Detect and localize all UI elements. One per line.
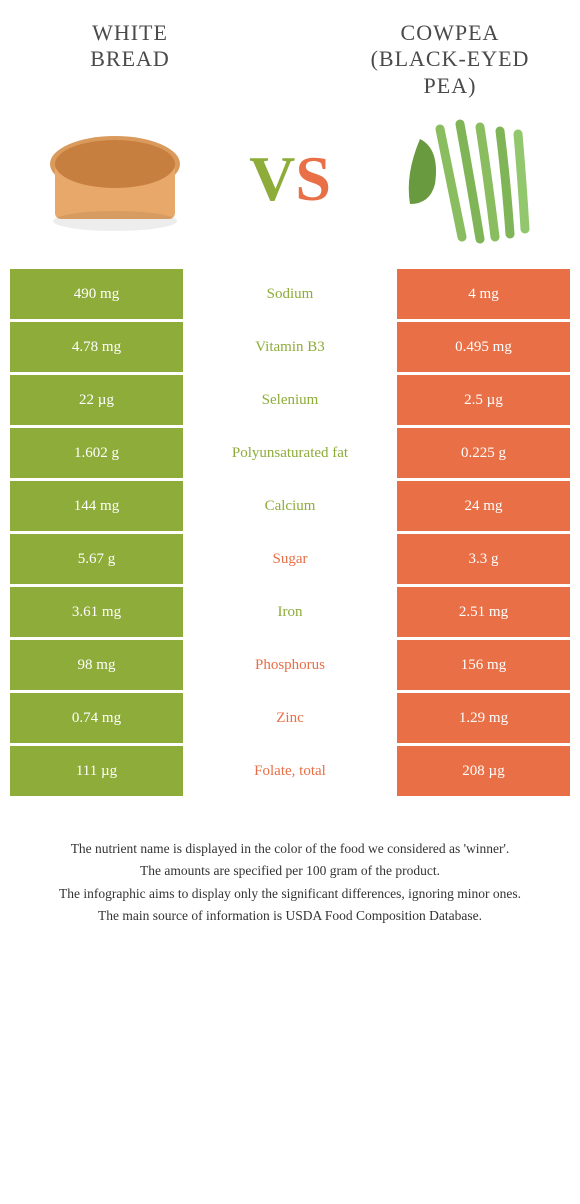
nutrient-row: 98 mgPhosphorus156 mg [10,640,570,690]
nutrient-row: 4.78 mgVitamin B30.495 mg [10,322,570,372]
right-title-block: COWPEA (BLACK-EYED PEA) [350,20,550,99]
bread-icon [30,109,200,249]
header: WHITE BREAD COWPEA (BLACK-EYED PEA) [0,0,580,99]
nutrient-row: 0.74 mgZinc1.29 mg [10,693,570,743]
nutrient-row: 1.602 gPolyunsaturated fat0.225 g [10,428,570,478]
right-title-line1: COWPEA [350,20,550,46]
right-title-line3: PEA) [350,73,550,99]
footnote-line: The amounts are specified per 100 gram o… [30,861,550,881]
right-value: 0.495 mg [397,322,570,372]
cowpea-image [380,109,550,249]
left-value: 98 mg [10,640,183,690]
images-row: VS [0,99,580,269]
right-value: 24 mg [397,481,570,531]
nutrient-row: 3.61 mgIron2.51 mg [10,587,570,637]
left-value: 490 mg [10,269,183,319]
left-title-line2: BREAD [30,46,230,72]
right-value: 0.225 g [397,428,570,478]
nutrient-row: 490 mgSodium4 mg [10,269,570,319]
vs-s: S [295,143,331,214]
right-value: 156 mg [397,640,570,690]
right-value: 208 µg [397,746,570,796]
right-title-line2: (BLACK-EYED [350,46,550,72]
left-value: 111 µg [10,746,183,796]
left-title-line1: WHITE [30,20,230,46]
left-value: 5.67 g [10,534,183,584]
left-value: 4.78 mg [10,322,183,372]
nutrient-row: 144 mgCalcium24 mg [10,481,570,531]
nutrient-row: 111 µgFolate, total208 µg [10,746,570,796]
right-value: 3.3 g [397,534,570,584]
left-value: 22 µg [10,375,183,425]
bread-image [30,109,200,249]
nutrient-label: Polyunsaturated fat [183,428,397,478]
left-value: 144 mg [10,481,183,531]
footnote-line: The nutrient name is displayed in the co… [30,839,550,859]
nutrient-label: Vitamin B3 [183,322,397,372]
nutrient-label: Selenium [183,375,397,425]
nutrient-label: Sugar [183,534,397,584]
vs-v: V [249,143,295,214]
nutrient-label: Phosphorus [183,640,397,690]
nutrient-label: Iron [183,587,397,637]
nutrient-label: Calcium [183,481,397,531]
nutrient-table: 490 mgSodium4 mg4.78 mgVitamin B30.495 m… [10,269,570,796]
nutrient-label: Zinc [183,693,397,743]
nutrient-label: Sodium [183,269,397,319]
cowpea-icon [380,109,550,249]
right-value: 4 mg [397,269,570,319]
footnote-line: The infographic aims to display only the… [30,884,550,904]
left-value: 3.61 mg [10,587,183,637]
right-value: 1.29 mg [397,693,570,743]
left-value: 1.602 g [10,428,183,478]
nutrient-label: Folate, total [183,746,397,796]
vs-label: VS [249,142,331,216]
right-value: 2.5 µg [397,375,570,425]
left-title-block: WHITE BREAD [30,20,230,73]
nutrient-row: 22 µgSelenium2.5 µg [10,375,570,425]
left-value: 0.74 mg [10,693,183,743]
right-value: 2.51 mg [397,587,570,637]
nutrient-row: 5.67 gSugar3.3 g [10,534,570,584]
footnote-line: The main source of information is USDA F… [30,906,550,926]
footnotes: The nutrient name is displayed in the co… [0,799,580,926]
